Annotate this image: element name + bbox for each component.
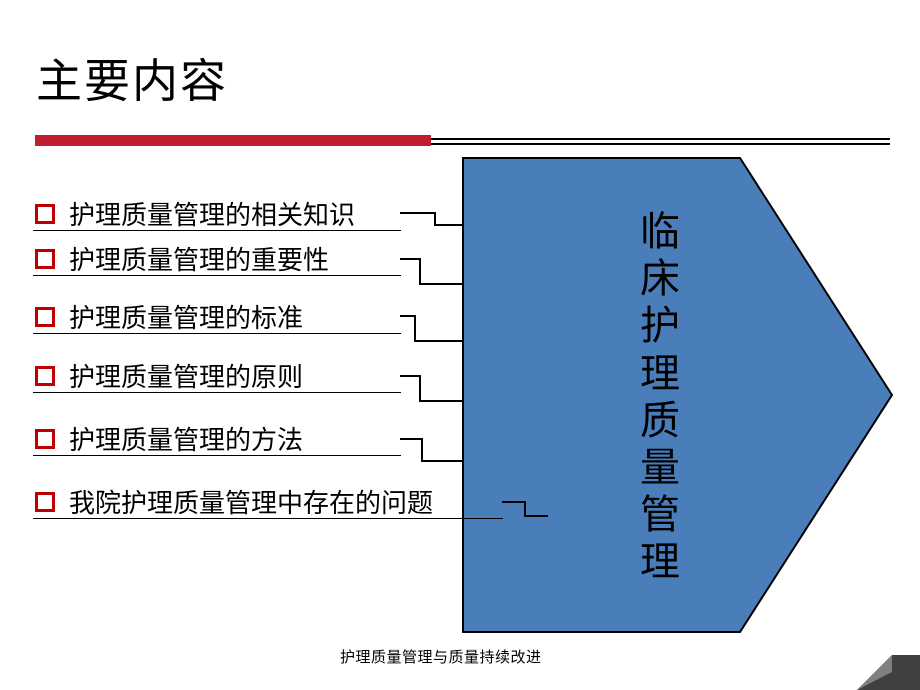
slide-root: 主要内容 临床护理质量管理 护理质量管理的相关知识护理质量管理的重要性护理质量管… bbox=[0, 0, 920, 690]
page-fold-corner bbox=[0, 0, 920, 690]
